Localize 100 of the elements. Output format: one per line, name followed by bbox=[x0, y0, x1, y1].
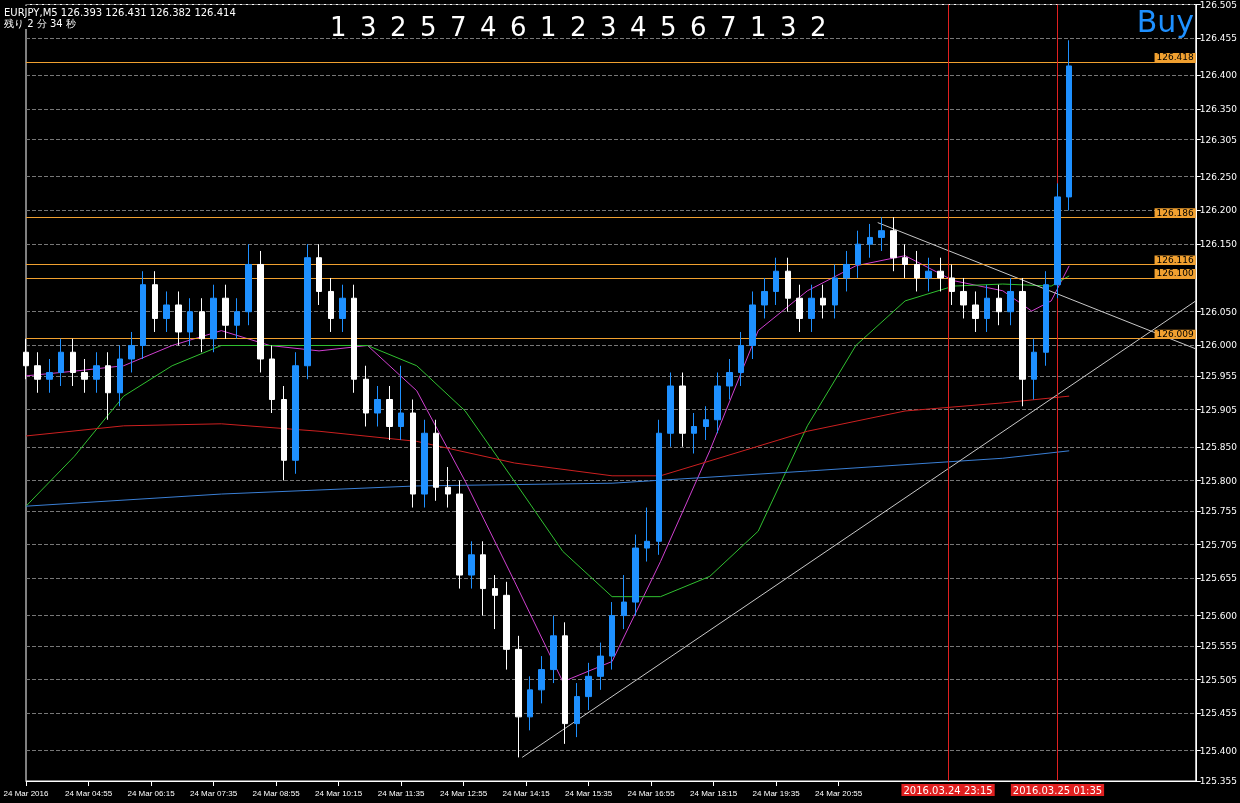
x-tick-label: 24 Mar 20:55 bbox=[815, 788, 863, 798]
annotation: 4 bbox=[630, 12, 647, 42]
ref-line-label: 2016.03.25 01:35 bbox=[1012, 784, 1103, 796]
candlestick bbox=[796, 284, 803, 333]
annotation: Buy bbox=[1136, 3, 1195, 39]
candlestick bbox=[984, 284, 990, 333]
y-tick-label: 126.305 bbox=[1199, 134, 1237, 145]
candlestick bbox=[81, 358, 88, 394]
candlestick bbox=[609, 601, 615, 671]
candlestick bbox=[210, 284, 217, 353]
candlestick bbox=[281, 385, 287, 482]
candlestick bbox=[93, 351, 100, 394]
candlestick bbox=[503, 581, 510, 671]
ref-line-label: 2016.03.24 23:15 bbox=[903, 784, 993, 796]
annotation: 5 bbox=[420, 12, 437, 42]
x-tick-label: 24 Mar 11:35 bbox=[377, 788, 425, 798]
candlestick bbox=[163, 290, 170, 333]
candlestick bbox=[691, 412, 697, 455]
annotation: 1 bbox=[330, 12, 347, 42]
candlestick bbox=[632, 534, 639, 617]
candlestick bbox=[515, 635, 522, 758]
candlestick bbox=[245, 243, 252, 326]
line-series bbox=[25, 450, 1070, 507]
candlestick bbox=[316, 243, 322, 306]
candlestick bbox=[597, 642, 604, 691]
candlestick bbox=[972, 290, 979, 333]
x-tick-label: 24 Mar 04:55 bbox=[64, 788, 113, 798]
y-tick-label: 126.150 bbox=[1199, 239, 1238, 250]
ref-line-label: 126.186 bbox=[1156, 207, 1195, 218]
candlestick bbox=[187, 297, 193, 346]
annotation: 4 bbox=[480, 12, 497, 42]
candlestick bbox=[878, 216, 885, 252]
candlestick bbox=[773, 257, 779, 306]
annotation: 1 bbox=[750, 12, 767, 42]
candlestick bbox=[832, 263, 838, 319]
x-tick-label: 24 Mar 2016 bbox=[3, 788, 50, 798]
annotation: 2 bbox=[810, 12, 827, 42]
x-tick-label: 24 Mar 07:35 bbox=[189, 788, 238, 798]
y-tick-label: 126.350 bbox=[1199, 104, 1238, 115]
candlestick bbox=[996, 284, 1002, 326]
annotation: 7 bbox=[450, 12, 467, 42]
candlestick bbox=[410, 399, 416, 509]
candlestick bbox=[1043, 270, 1049, 367]
candlestick bbox=[105, 351, 111, 421]
candlestick bbox=[222, 284, 229, 340]
candlestick bbox=[456, 480, 463, 590]
candlestick bbox=[843, 250, 850, 292]
line-series bbox=[25, 395, 1070, 477]
candlestick bbox=[949, 263, 955, 306]
y-tick-label: 125.705 bbox=[1199, 539, 1237, 550]
candlestick bbox=[925, 257, 932, 292]
candlestick bbox=[445, 466, 451, 509]
x-tick-label: 24 Mar 08:55 bbox=[252, 788, 301, 798]
candlestick bbox=[328, 277, 334, 333]
annotation: 3 bbox=[780, 12, 797, 42]
candlestick bbox=[761, 277, 768, 319]
x-tick-label: 24 Mar 12:55 bbox=[440, 788, 488, 798]
candlestick bbox=[574, 682, 580, 738]
candlestick bbox=[492, 574, 498, 630]
chart-title: EURJPY,M5 126.393 126.431 126.382 126.414 bbox=[4, 6, 236, 18]
candlestick bbox=[480, 540, 486, 617]
candlestick bbox=[351, 284, 357, 394]
y-tick-label: 126.505 bbox=[1199, 0, 1237, 10]
candlestick bbox=[1066, 39, 1072, 211]
candlestick bbox=[562, 621, 568, 745]
annotation: 7 bbox=[720, 12, 737, 42]
y-tick-label: 125.355 bbox=[1199, 776, 1237, 786]
candlestick bbox=[339, 284, 346, 333]
candlestick bbox=[820, 284, 826, 319]
candlestick bbox=[703, 405, 709, 441]
candlestick bbox=[738, 331, 744, 387]
y-tick-label: 125.600 bbox=[1199, 610, 1238, 621]
y-tick-label: 125.400 bbox=[1199, 745, 1238, 756]
candlestick bbox=[70, 338, 76, 387]
y-tick-label: 126.000 bbox=[1199, 340, 1238, 351]
candlestick bbox=[902, 243, 908, 279]
candlestick bbox=[257, 250, 264, 373]
candlestick bbox=[855, 230, 861, 279]
candlestick bbox=[304, 243, 311, 380]
candlestick bbox=[140, 270, 146, 360]
candlestick bbox=[937, 257, 944, 292]
x-tick-label: 24 Mar 15:35 bbox=[565, 788, 613, 798]
x-tick-label: 24 Mar 16:55 bbox=[627, 788, 676, 798]
y-tick-label: 125.905 bbox=[1199, 404, 1237, 415]
x-tick-label: 24 Mar 06:15 bbox=[127, 788, 176, 798]
x-tick-label: 24 Mar 19:35 bbox=[752, 788, 801, 798]
candlestick bbox=[292, 351, 299, 475]
candlestick bbox=[386, 385, 393, 441]
candlestick bbox=[527, 675, 533, 731]
y-tick-label: 126.400 bbox=[1199, 70, 1238, 81]
annotation: 6 bbox=[510, 12, 527, 42]
candlestick bbox=[914, 250, 920, 292]
candlestick bbox=[585, 662, 592, 711]
candlestick bbox=[398, 365, 404, 441]
x-tick-label: 24 Mar 14:15 bbox=[502, 788, 551, 798]
candlestick bbox=[1007, 277, 1014, 326]
y-tick-label: 125.455 bbox=[1199, 708, 1237, 719]
y-tick-label: 125.505 bbox=[1199, 674, 1237, 685]
candlestick bbox=[749, 290, 756, 360]
candlestick bbox=[58, 338, 64, 387]
